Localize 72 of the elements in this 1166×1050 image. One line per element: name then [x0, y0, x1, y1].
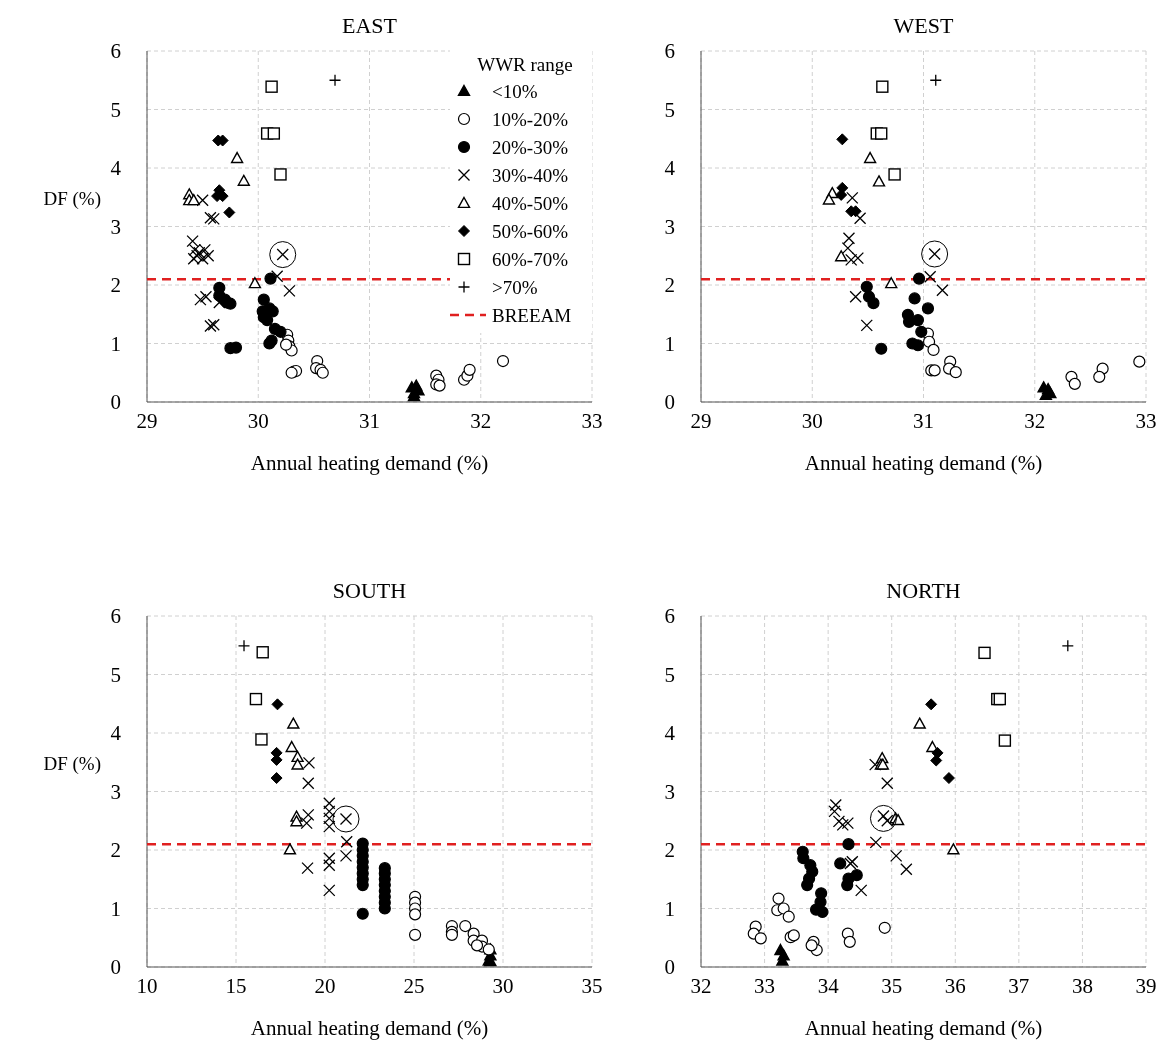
y-tick-label: 2	[110, 273, 121, 297]
chart-title: EAST	[342, 13, 398, 38]
legend-label: 10%-20%	[492, 109, 569, 130]
x-tick-label: 32	[690, 974, 712, 998]
y-tick-label: 0	[110, 955, 121, 979]
legend-label: >70%	[492, 277, 538, 298]
y-tick-label: 4	[664, 721, 676, 745]
x-tick-label: 31	[359, 409, 380, 433]
x-tick-label: 10	[136, 974, 158, 998]
x-tick-label: 36	[944, 974, 966, 998]
y-tick-label: 1	[664, 896, 675, 921]
x-axis-title: Annual heating demand (%)	[804, 451, 1043, 475]
y-tick-label: 1	[664, 331, 675, 356]
x-tick-label: 37	[1008, 974, 1030, 998]
legend-label: 50%-60%	[492, 221, 569, 242]
legend-label: 60%-70%	[492, 249, 569, 270]
x-tick-label: 33	[754, 974, 776, 998]
y-tick-label: 5	[110, 662, 121, 687]
y-tick-label: 3	[110, 779, 121, 804]
y-tick-label: 1	[110, 896, 121, 921]
legend-label: 30%-40%	[492, 165, 569, 186]
chart-title: SOUTH	[332, 578, 407, 603]
x-tick-label: 31	[913, 409, 934, 433]
x-axis-title: Annual heating demand (%)	[804, 1016, 1043, 1040]
x-axis-title: Annual heating demand (%)	[250, 451, 489, 475]
x-tick-label: 25	[403, 974, 425, 998]
y-tick-label: 6	[664, 39, 675, 63]
x-tick-label: 30	[801, 409, 823, 433]
x-tick-label: 39	[1135, 974, 1157, 998]
x-tick-label: 29	[690, 409, 712, 433]
legend-label: <10%	[492, 81, 538, 102]
x-tick-label: 32	[470, 409, 492, 433]
x-tick-label: 32	[1024, 409, 1046, 433]
y-tick-label: 5	[664, 662, 675, 687]
y-tick-label: 3	[110, 214, 121, 239]
y-tick-label: 4	[110, 156, 122, 180]
chart-title: NORTH	[886, 578, 961, 603]
y-tick-label: 5	[110, 97, 121, 122]
x-tick-label: 15	[225, 974, 247, 998]
y-tick-label: 1	[110, 331, 121, 356]
x-axis-title: Annual heating demand (%)	[250, 1016, 489, 1040]
y-tick-label: 0	[664, 390, 675, 414]
y-tick-label: 4	[110, 721, 122, 745]
y-tick-label: 4	[664, 156, 676, 180]
x-tick-label: 20	[314, 974, 336, 998]
chart-title: WEST	[893, 13, 954, 38]
y-tick-label: 2	[664, 838, 675, 862]
y-tick-label: 0	[110, 390, 121, 414]
y-axis-title: DF (%)	[43, 753, 101, 776]
legend-title: WWR range	[477, 54, 573, 75]
x-tick-label: 35	[581, 974, 603, 998]
y-tick-label: 3	[664, 214, 675, 239]
x-tick-label: 34	[817, 974, 840, 998]
x-tick-label: 38	[1071, 974, 1093, 998]
y-tick-label: 2	[110, 838, 121, 862]
x-tick-label: 30	[492, 974, 514, 998]
legend-label: 20%-30%	[492, 137, 569, 158]
x-tick-label: 30	[247, 409, 269, 433]
y-tick-label: 6	[664, 604, 675, 628]
x-tick-label: 33	[1135, 409, 1157, 433]
y-axis-title: DF (%)	[43, 188, 101, 211]
x-tick-label: 35	[881, 974, 903, 998]
y-tick-label: 6	[110, 604, 121, 628]
y-tick-label: 5	[664, 97, 675, 122]
x-tick-label: 29	[136, 409, 158, 433]
legend-label: 40%-50%	[492, 193, 569, 214]
y-tick-label: 3	[664, 779, 675, 804]
y-tick-label: 0	[664, 955, 675, 979]
x-tick-label: 33	[581, 409, 603, 433]
y-tick-label: 2	[664, 273, 675, 297]
y-tick-label: 6	[110, 39, 121, 63]
legend-label: BREEAM	[492, 305, 572, 326]
